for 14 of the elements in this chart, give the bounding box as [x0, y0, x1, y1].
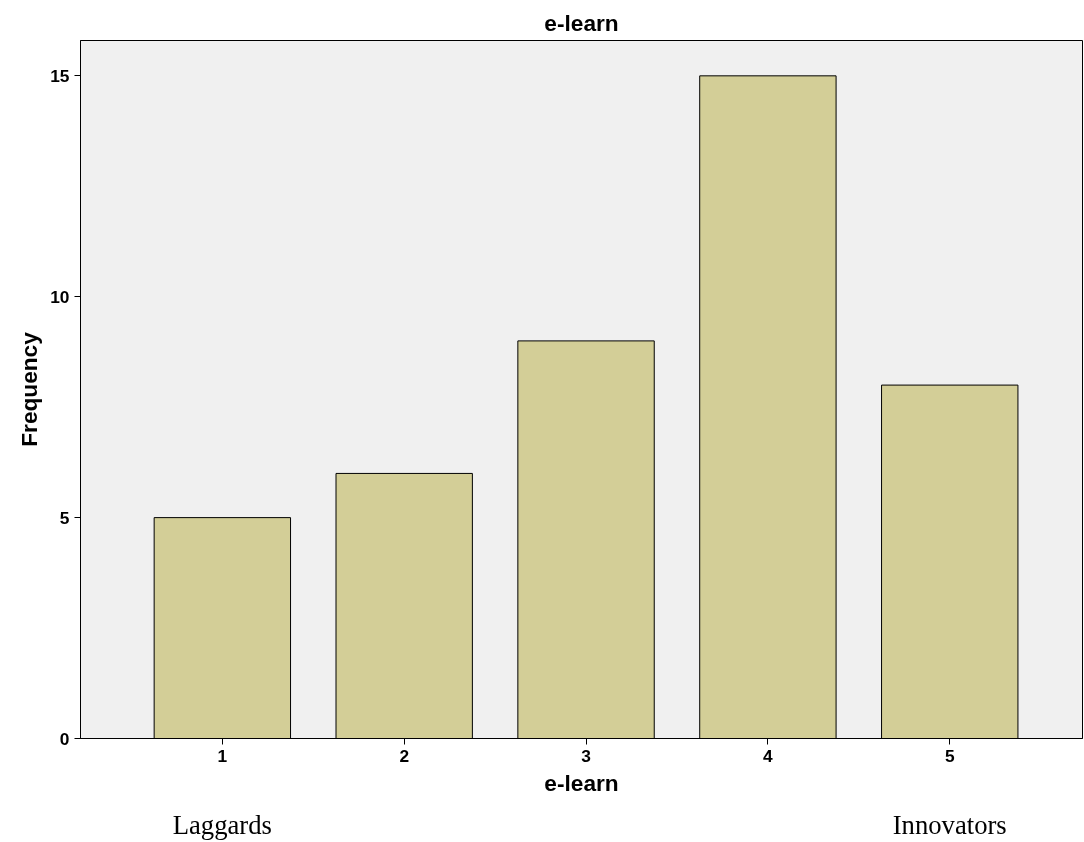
y-tick-label: 15 — [50, 65, 70, 86]
y-tick-label: 0 — [59, 728, 70, 749]
text: Laggards — [172, 809, 272, 840]
y-axis-title: Frequency — [16, 331, 43, 447]
x-tick-label: 1 — [217, 745, 228, 766]
x-tick-label: 3 — [581, 745, 592, 766]
y-tick-label: 5 — [59, 507, 70, 528]
chart-title: e-learn — [544, 9, 619, 36]
x-tick-label: 4 — [763, 745, 774, 766]
x-axis-title: e-learn — [544, 769, 619, 796]
text: Innovators — [892, 809, 1007, 840]
x-tick-label: 5 — [944, 745, 955, 766]
x-tick-label: 2 — [399, 745, 410, 766]
y-tick-label: 10 — [50, 286, 70, 307]
